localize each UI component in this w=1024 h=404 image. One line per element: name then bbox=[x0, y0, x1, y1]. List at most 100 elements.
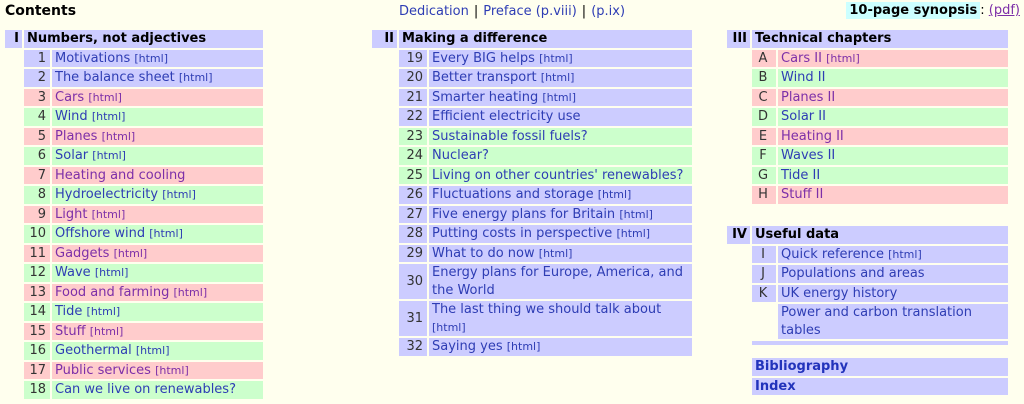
chapter-row: Light [html] bbox=[52, 205, 263, 223]
chapter-row: Cars II [html] bbox=[778, 49, 1008, 67]
chapter-link[interactable]: Putting costs in perspective bbox=[432, 226, 613, 241]
nav-separator: | bbox=[581, 4, 587, 19]
html-version-link[interactable]: [html] bbox=[178, 71, 213, 84]
chapter-link[interactable]: Tide II bbox=[781, 167, 821, 183]
html-version-link[interactable]: [html] bbox=[173, 285, 208, 299]
chapter-link[interactable]: Wave bbox=[55, 265, 91, 280]
chapter-row: Solar II bbox=[778, 108, 1008, 126]
chapter-link[interactable]: Living on other countries' renewables? bbox=[432, 167, 684, 183]
row-indent bbox=[372, 50, 397, 68]
html-version-link[interactable]: [html] bbox=[92, 149, 126, 162]
nav-separator: | bbox=[473, 4, 479, 19]
row-indent bbox=[727, 304, 750, 339]
html-version-link[interactable]: [html] bbox=[91, 110, 126, 123]
chapter-link[interactable]: UK energy history bbox=[781, 285, 898, 301]
nav-link-dedication[interactable]: Dedication bbox=[398, 4, 469, 19]
index-link[interactable]: Index bbox=[755, 378, 796, 394]
extras-table: Bibliography Index bbox=[752, 358, 1008, 395]
html-version-link[interactable]: [html] bbox=[89, 324, 124, 338]
chapter-number: 4 bbox=[24, 108, 50, 126]
chapter-link[interactable]: Nuclear? bbox=[432, 148, 489, 163]
chapter-link[interactable]: Fluctuations and storage bbox=[432, 187, 594, 202]
chapter-link[interactable]: Energy plans for Europe, America, and th… bbox=[432, 265, 683, 298]
chapter-link[interactable]: Five energy plans for Britain bbox=[432, 206, 616, 222]
html-version-link[interactable]: [html] bbox=[616, 227, 651, 240]
chapter-link[interactable]: Motivations bbox=[55, 50, 131, 66]
html-version-link[interactable]: [html] bbox=[149, 227, 183, 240]
chapter-link[interactable]: Stuff bbox=[55, 323, 86, 339]
html-version-link[interactable]: [html] bbox=[888, 247, 922, 261]
chapter-link[interactable]: The last thing we should talk about bbox=[432, 302, 662, 317]
html-version-link[interactable]: [html] bbox=[539, 51, 573, 65]
html-version-link[interactable]: [html] bbox=[155, 363, 189, 377]
html-version-link[interactable]: [html] bbox=[113, 246, 148, 260]
chapter-link[interactable]: Efficient electricity use bbox=[432, 109, 581, 124]
chapter-link[interactable]: Wind bbox=[55, 109, 88, 124]
chapter-number: 8 bbox=[24, 186, 50, 204]
html-version-link[interactable]: [html] bbox=[538, 246, 573, 260]
html-version-link[interactable]: [html] bbox=[91, 207, 126, 221]
chapter-link[interactable]: Cars II bbox=[781, 50, 822, 66]
chapter-link[interactable]: Power and carbon translation tables bbox=[781, 305, 972, 338]
chapter-link[interactable]: Waves II bbox=[781, 148, 836, 163]
chapter-link[interactable]: Saying yes bbox=[432, 339, 503, 354]
html-version-link[interactable]: [html] bbox=[540, 71, 575, 84]
row-indent bbox=[5, 167, 22, 185]
nav-link-pix[interactable]: (p.ix) bbox=[591, 4, 626, 19]
chapter-link[interactable]: Smarter heating bbox=[432, 89, 539, 105]
chapter-number: 23 bbox=[399, 127, 427, 145]
section-numeral: I bbox=[5, 30, 22, 48]
nav-link-preface[interactable]: Preface (p.viii) bbox=[483, 4, 577, 19]
chapter-link[interactable]: Offshore wind bbox=[55, 226, 146, 241]
section-title: Making a difference bbox=[399, 30, 692, 48]
chapter-number: 24 bbox=[399, 147, 427, 165]
html-version-link[interactable]: [html] bbox=[826, 51, 860, 65]
chapter-link[interactable]: Planes II bbox=[781, 89, 836, 105]
synopsis-pdf-link[interactable]: (pdf) bbox=[988, 3, 1020, 18]
row-indent bbox=[372, 147, 397, 165]
html-version-link[interactable]: [html] bbox=[506, 340, 541, 353]
chapter-link[interactable]: Planes bbox=[55, 128, 98, 144]
chapter-link[interactable]: Heating II bbox=[781, 128, 844, 144]
row-indent bbox=[5, 323, 22, 341]
chapter-link[interactable]: Wind II bbox=[781, 70, 826, 85]
row-indent bbox=[727, 147, 750, 165]
chapter-link[interactable]: Hydroelectricity bbox=[55, 187, 159, 202]
html-version-link[interactable]: [html] bbox=[88, 90, 122, 104]
chapter-link[interactable]: The balance sheet bbox=[55, 70, 175, 85]
chapter-link[interactable]: Every BIG helps bbox=[432, 50, 535, 66]
chapter-row: Smarter heating [html] bbox=[429, 88, 692, 106]
chapter-link[interactable]: Light bbox=[55, 206, 88, 222]
html-version-link[interactable]: [html] bbox=[542, 90, 576, 104]
chapter-link[interactable]: Better transport bbox=[432, 70, 537, 85]
chapter-link[interactable]: Stuff II bbox=[781, 187, 824, 202]
chapter-link[interactable]: Sustainable fossil fuels? bbox=[432, 128, 588, 144]
html-version-link[interactable]: [html] bbox=[101, 129, 136, 143]
html-version-link[interactable]: [html] bbox=[134, 51, 168, 65]
chapter-row: Public services [html] bbox=[52, 361, 263, 379]
chapter-link[interactable]: Quick reference bbox=[781, 246, 884, 262]
html-version-link[interactable]: [html] bbox=[135, 344, 170, 357]
html-version-link[interactable]: [html] bbox=[94, 266, 129, 279]
html-version-link[interactable]: [html] bbox=[619, 207, 653, 221]
chapter-link[interactable]: Cars bbox=[55, 89, 85, 105]
chapter-link[interactable]: Gadgets bbox=[55, 245, 110, 261]
chapter-link[interactable]: What to do now bbox=[432, 245, 535, 261]
chapter-link[interactable]: Geothermal bbox=[55, 343, 132, 358]
chapter-link[interactable]: Populations and areas bbox=[781, 266, 925, 281]
html-version-link[interactable]: [html] bbox=[86, 305, 121, 318]
html-version-link[interactable]: [html] bbox=[432, 320, 466, 334]
chapter-link[interactable]: Can we live on renewables? bbox=[55, 382, 236, 397]
chapter-row: Stuff [html] bbox=[52, 322, 263, 340]
chapter-link[interactable]: Heating and cooling bbox=[55, 167, 186, 183]
chapter-row: Putting costs in perspective [html] bbox=[429, 225, 692, 243]
chapter-link[interactable]: Food and farming bbox=[55, 284, 170, 300]
html-version-link[interactable]: [html] bbox=[597, 188, 632, 201]
bibliography-link[interactable]: Bibliography bbox=[755, 359, 849, 374]
chapter-link[interactable]: Tide bbox=[55, 304, 83, 319]
chapter-link[interactable]: Solar II bbox=[781, 109, 826, 124]
html-version-link[interactable]: [html] bbox=[162, 188, 196, 201]
chapter-link[interactable]: Public services bbox=[55, 362, 151, 378]
row-indent bbox=[372, 69, 397, 87]
chapter-link[interactable]: Solar bbox=[55, 148, 89, 163]
